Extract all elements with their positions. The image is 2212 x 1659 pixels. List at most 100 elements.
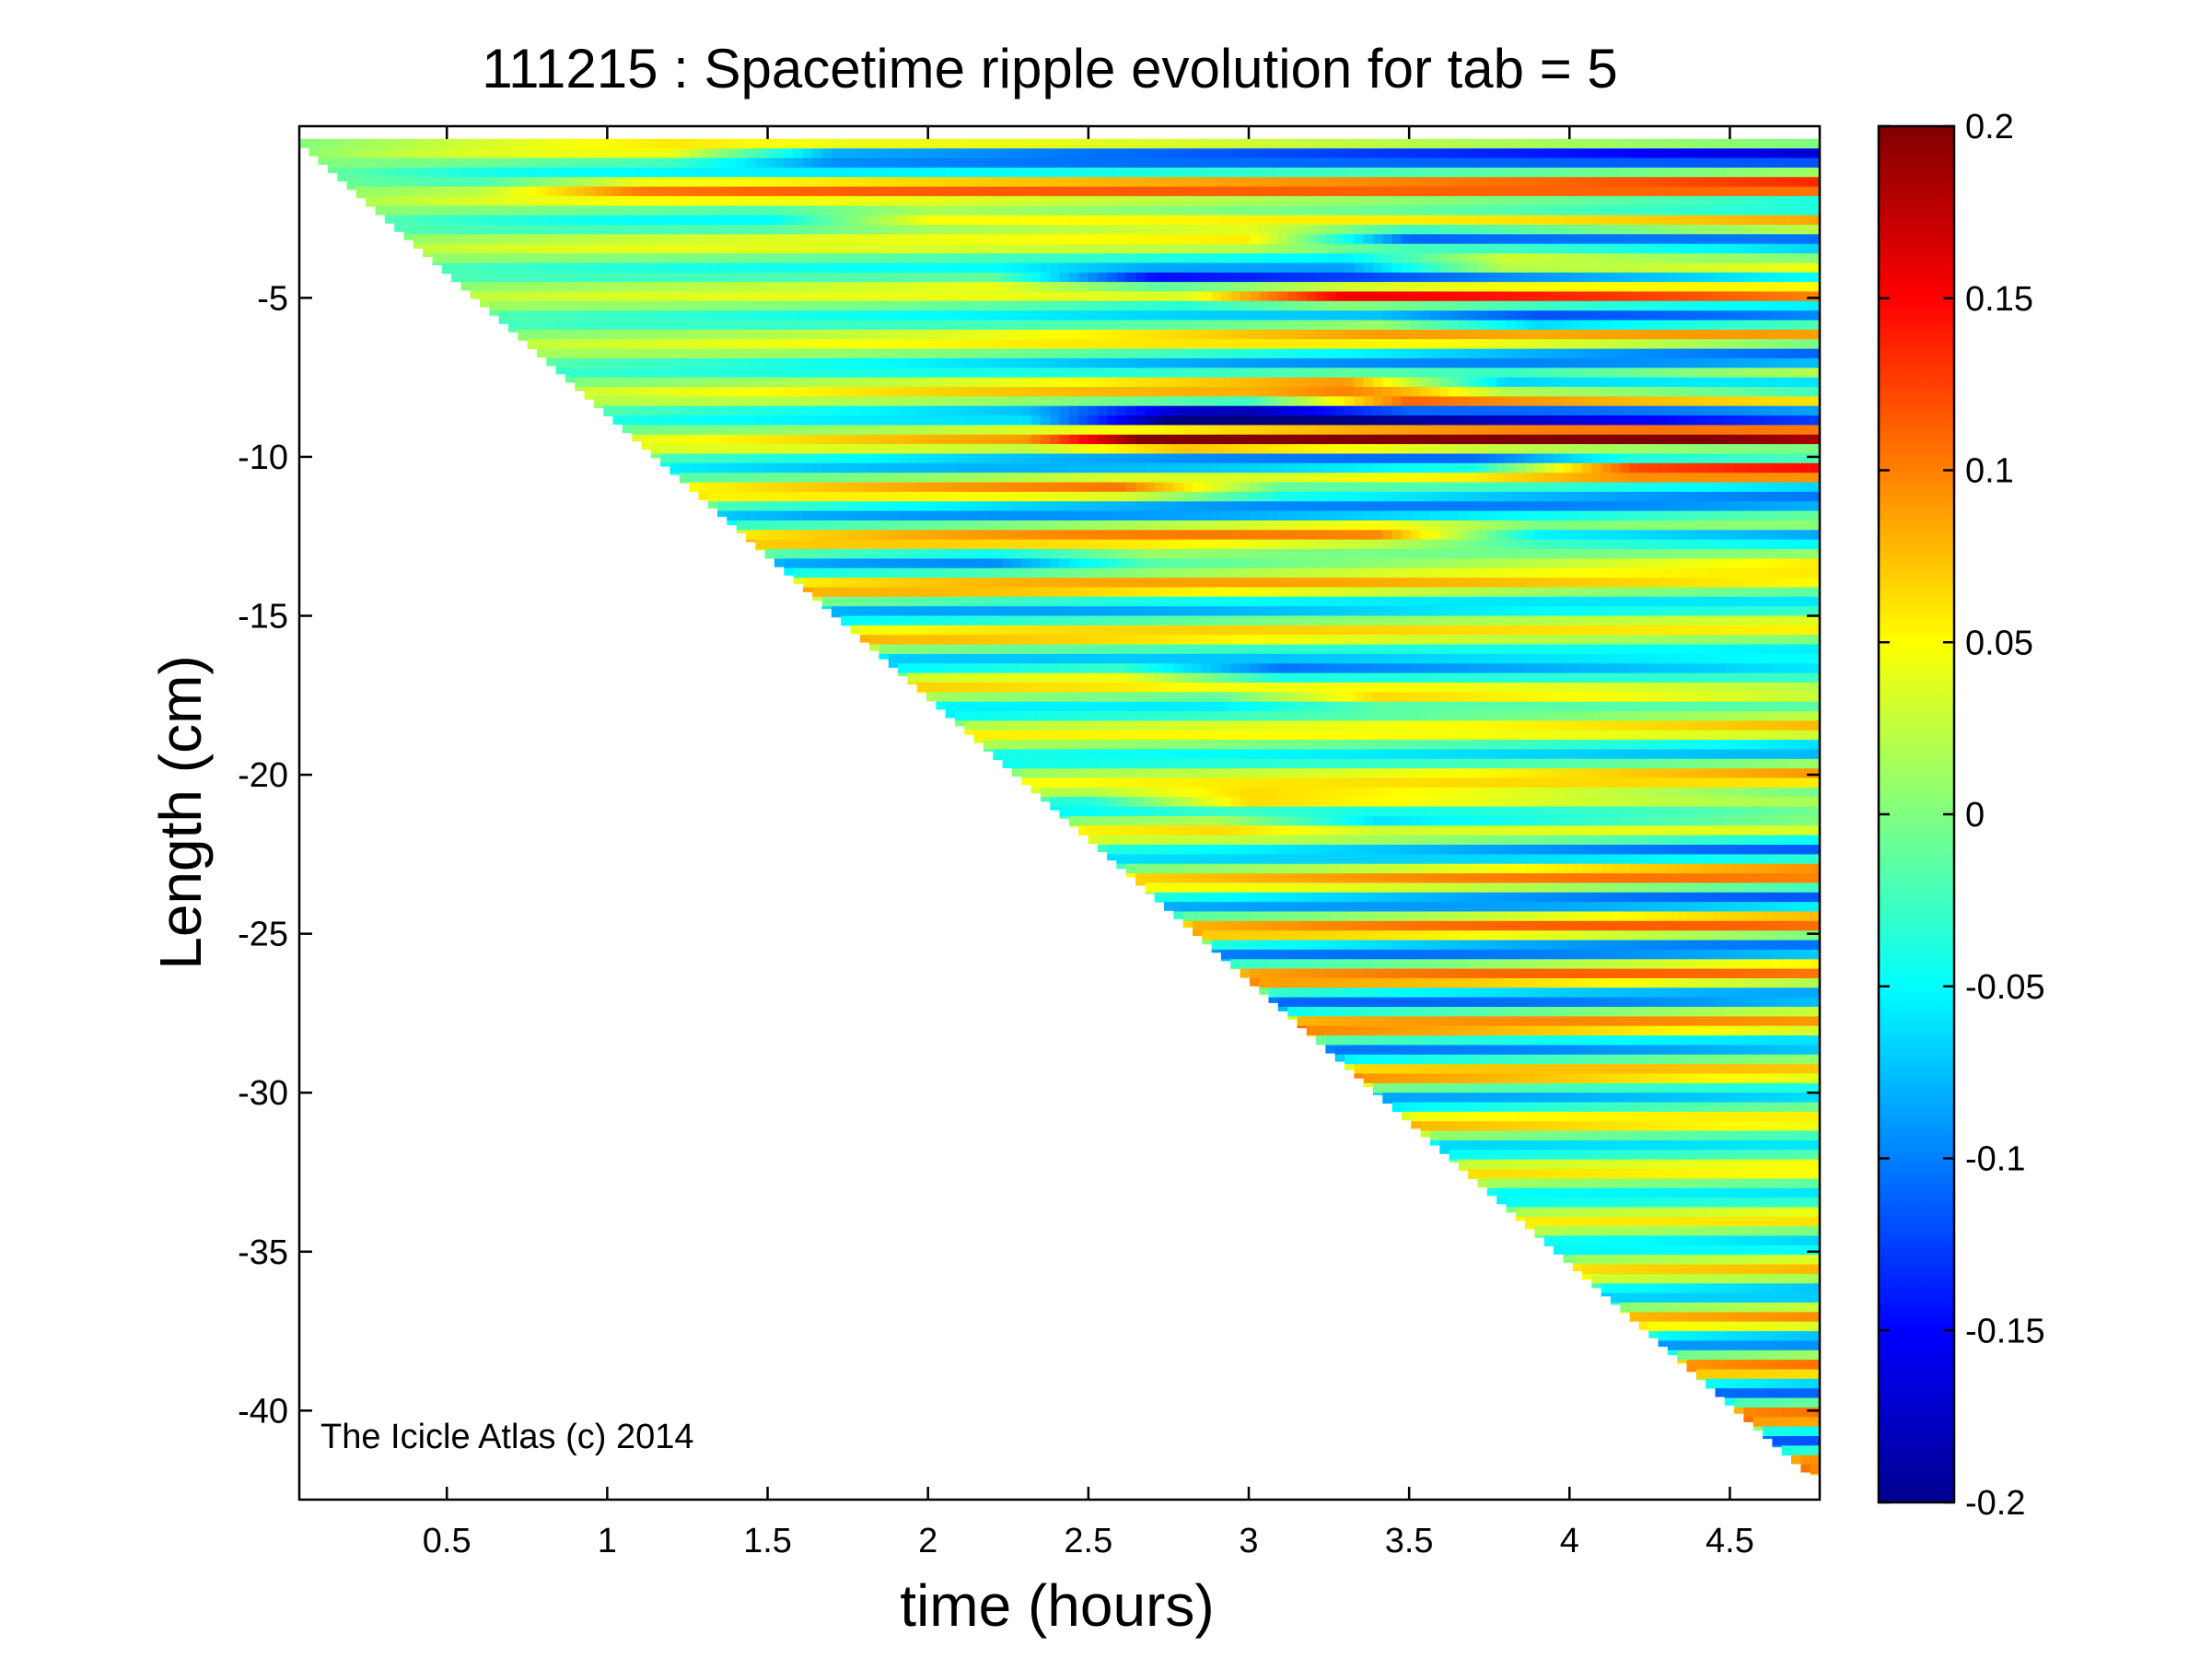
heatmap-cell	[1240, 138, 1251, 149]
heatmap-cell	[1116, 425, 1127, 436]
heatmap-cell	[1259, 911, 1270, 922]
heatmap-cell	[879, 549, 890, 560]
heatmap-cell	[907, 653, 918, 665]
heatmap-cell	[717, 405, 728, 416]
heatmap-cell	[1259, 282, 1270, 293]
heatmap-cell	[1277, 806, 1288, 817]
heatmap-cell	[1050, 243, 1061, 254]
heatmap-cell	[1154, 797, 1165, 808]
heatmap-cell	[1116, 405, 1127, 416]
heatmap-cell	[584, 320, 595, 331]
heatmap-cell	[1268, 882, 1279, 894]
heatmap-column	[432, 138, 443, 266]
heatmap-cell	[727, 377, 738, 388]
heatmap-cell	[841, 243, 852, 254]
heatmap-cell	[1040, 263, 1051, 274]
heatmap-cell	[641, 195, 652, 207]
heatmap-cell	[328, 138, 339, 149]
heatmap-cell	[669, 195, 681, 207]
heatmap-column	[384, 138, 395, 224]
heatmap-cell	[1211, 797, 1222, 808]
heatmap-cell	[394, 225, 405, 232]
heatmap-cell	[821, 215, 832, 226]
heatmap-cell	[1040, 606, 1051, 617]
heatmap-cell	[831, 387, 842, 398]
heatmap-cell	[1125, 215, 1136, 226]
heatmap-cell	[755, 539, 766, 550]
heatmap-cell	[1182, 711, 1193, 722]
heatmap-cell	[1116, 701, 1127, 712]
heatmap-cell	[879, 462, 890, 473]
heatmap-cell	[841, 320, 852, 331]
heatmap-cell	[973, 606, 984, 617]
heatmap-cell	[1164, 578, 1175, 589]
heatmap-cell	[1249, 596, 1260, 607]
heatmap-cell	[869, 615, 880, 626]
heatmap-cell	[1107, 797, 1118, 808]
heatmap-cell	[1173, 243, 1184, 254]
heatmap-cell	[546, 138, 557, 149]
heatmap-cell	[1277, 195, 1288, 207]
heatmap-cell	[746, 320, 757, 331]
heatmap-cell	[869, 462, 880, 473]
heatmap-cell	[1078, 320, 1089, 331]
heatmap-cell	[841, 462, 852, 473]
heatmap-cell	[432, 234, 443, 245]
heatmap-cell	[1259, 415, 1270, 426]
heatmap-cell	[669, 339, 681, 350]
heatmap-cell	[1268, 405, 1279, 416]
heatmap-cell	[746, 530, 757, 541]
heatmap-cell	[689, 320, 700, 331]
heatmap-cell	[1249, 797, 1260, 808]
heatmap-cell	[907, 358, 918, 369]
heatmap-cell	[1268, 396, 1279, 407]
heatmap-cell	[821, 387, 832, 398]
heatmap-cell	[1173, 405, 1184, 416]
heatmap-cell	[850, 491, 861, 503]
heatmap-cell	[888, 482, 899, 493]
heatmap-cell	[964, 587, 975, 598]
heatmap-cell	[1249, 825, 1260, 836]
heatmap-cell	[689, 253, 700, 264]
heatmap-cell	[460, 215, 472, 226]
heatmap-cell	[1240, 434, 1251, 445]
heatmap-cell	[1220, 549, 1231, 560]
heatmap-cell	[1173, 462, 1184, 473]
heatmap-cell	[1182, 234, 1193, 245]
heatmap-cell	[945, 387, 956, 398]
heatmap-cell	[1287, 329, 1298, 341]
heatmap-cell	[1211, 310, 1222, 321]
heatmap-cell	[898, 491, 909, 503]
heatmap-cell	[1050, 282, 1061, 293]
heatmap-cell	[916, 606, 927, 617]
heatmap-cell	[1030, 740, 1042, 751]
heatmap-cell	[1116, 520, 1127, 532]
heatmap-cell	[1116, 434, 1127, 445]
heatmap-cell	[1202, 225, 1213, 236]
heatmap-cell	[1059, 263, 1070, 274]
heatmap-cell	[907, 272, 918, 283]
heatmap-cell	[1135, 387, 1147, 398]
heatmap-cell	[1097, 310, 1108, 321]
heatmap-cell	[1164, 758, 1175, 769]
heatmap-cell	[1059, 587, 1070, 598]
heatmap-cell	[888, 348, 899, 359]
heatmap-cell	[1107, 415, 1118, 426]
heatmap-cell	[973, 730, 984, 741]
heatmap-cell	[802, 263, 813, 274]
heatmap-cell	[1021, 749, 1032, 760]
heatmap-cell	[1116, 387, 1127, 398]
heatmap-cell	[689, 291, 700, 302]
heatmap-cell	[1249, 186, 1260, 197]
heatmap-cell	[793, 501, 804, 512]
heatmap-cell	[584, 263, 595, 274]
heatmap-cell	[1211, 635, 1222, 646]
heatmap-cell	[641, 291, 652, 302]
heatmap-cell	[784, 167, 795, 179]
heatmap-cell	[1068, 558, 1079, 569]
heatmap-cell	[546, 339, 557, 350]
heatmap-cell	[869, 635, 880, 646]
heatmap-cell	[983, 701, 994, 712]
heatmap-cell	[1230, 701, 1241, 712]
heatmap-column	[1211, 138, 1222, 953]
